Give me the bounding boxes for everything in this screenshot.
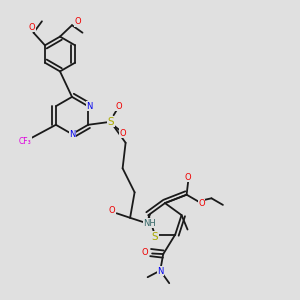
- Text: O: O: [116, 102, 122, 111]
- Text: O: O: [109, 206, 116, 215]
- Text: N: N: [69, 130, 76, 139]
- Text: N: N: [86, 102, 92, 111]
- Text: O: O: [28, 23, 35, 32]
- Text: S: S: [107, 117, 114, 127]
- Text: O: O: [74, 17, 81, 26]
- Text: NH: NH: [143, 219, 156, 228]
- Text: O: O: [142, 248, 148, 257]
- Text: CF₃: CF₃: [19, 137, 32, 146]
- Text: O: O: [185, 173, 191, 182]
- Text: S: S: [152, 232, 158, 242]
- Text: N: N: [157, 267, 164, 276]
- Text: O: O: [120, 129, 127, 138]
- Text: O: O: [198, 199, 205, 208]
